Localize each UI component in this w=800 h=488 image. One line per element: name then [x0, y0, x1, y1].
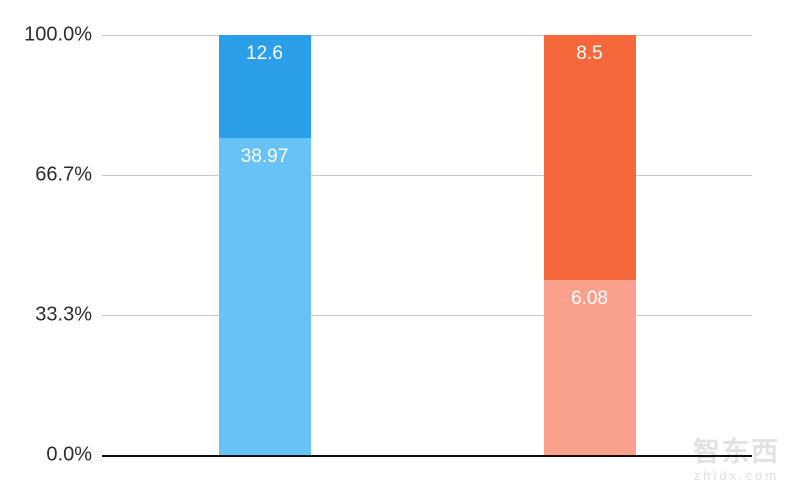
y-tick-label: 33.3%	[35, 303, 92, 326]
gridline	[102, 35, 752, 36]
segment-value-label: 38.97	[240, 145, 289, 167]
gridline	[102, 315, 752, 317]
segment-value-label: 12.6	[246, 43, 283, 64]
gridline	[102, 174, 752, 176]
bar-1-segment-2: 38.97	[218, 137, 311, 455]
plot-area: 12.6 38.97 8.5 6.08	[102, 35, 752, 457]
bar-2-segment-2: 6.08	[543, 279, 636, 455]
y-tick-label: 66.7%	[35, 163, 92, 186]
bar-1-segment-1: 12.6	[218, 35, 311, 138]
x-axis-line	[102, 455, 752, 457]
bar-2: 8.5 6.08	[543, 35, 636, 455]
segment-value-label: 8.5	[576, 43, 603, 64]
watermark-url: zhidx.com	[693, 468, 780, 483]
segment-value-label: 6.08	[571, 287, 608, 309]
y-tick-label: 0.0%	[46, 443, 92, 466]
bar-1: 12.6 38.97	[218, 35, 311, 455]
bar-2-segment-1: 8.5	[543, 35, 636, 280]
y-tick-label: 100.0%	[24, 23, 92, 46]
